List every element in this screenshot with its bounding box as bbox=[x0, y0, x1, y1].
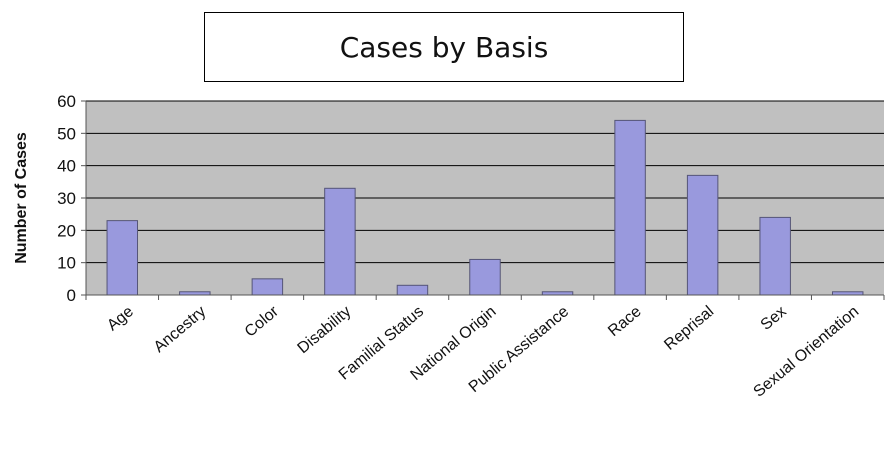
x-tick-label: Race bbox=[605, 303, 645, 340]
bar bbox=[759, 216, 791, 296]
bar bbox=[324, 187, 356, 296]
y-axis-label: Number of Cases bbox=[13, 132, 30, 264]
chart-title: Cases by Basis bbox=[339, 30, 549, 64]
x-tick-label: Ancestry bbox=[151, 303, 210, 356]
x-tick-label: Reprisal bbox=[661, 303, 717, 354]
x-tick-label: Disability bbox=[295, 303, 355, 357]
grid-layer bbox=[86, 100, 884, 264]
y-tick-label: 30 bbox=[57, 189, 76, 208]
y-tick-label: 50 bbox=[57, 124, 76, 143]
y-tick-label: 20 bbox=[57, 221, 76, 240]
bar bbox=[106, 220, 139, 296]
y-tick-label: 10 bbox=[57, 254, 76, 273]
bar bbox=[396, 284, 429, 296]
y-tick-label: 0 bbox=[67, 286, 76, 305]
bar-layer bbox=[106, 119, 864, 296]
bar bbox=[686, 174, 719, 296]
chart-title-box: Cases by Basis bbox=[204, 12, 684, 82]
x-tick-label: Age bbox=[104, 303, 137, 334]
bar bbox=[614, 119, 646, 296]
x-tick-label: Sex bbox=[758, 303, 790, 334]
y-tick-label: 60 bbox=[57, 92, 76, 111]
x-tick-label: Color bbox=[242, 303, 283, 341]
bar bbox=[469, 258, 501, 296]
bar bbox=[251, 278, 284, 296]
y-tick-label: 40 bbox=[57, 157, 76, 176]
